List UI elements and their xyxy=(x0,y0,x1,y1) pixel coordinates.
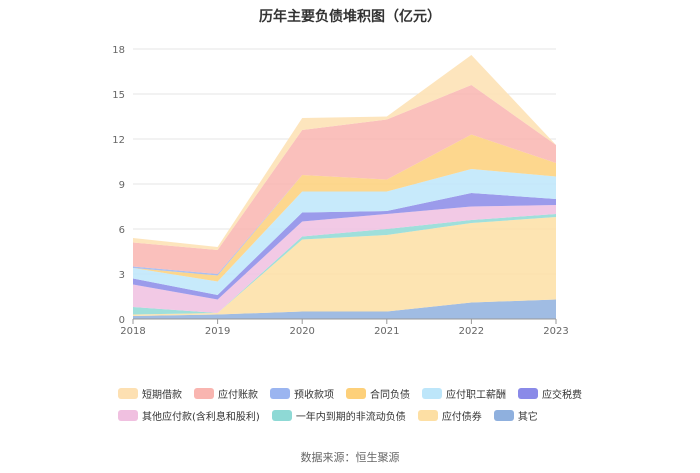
data-source: 数据来源：恒生聚源 xyxy=(300,451,400,464)
legend-item[interactable]: 其它 xyxy=(493,408,538,423)
legend-swatch xyxy=(194,388,214,399)
legend-item[interactable]: 短期借款 xyxy=(118,386,182,401)
stacked-area-chart: 0 3 6 9 12 15 18 2018 2019 2020 2021 2022 2023 xyxy=(112,45,568,337)
y-tick-label: 12 xyxy=(112,135,125,146)
legend-item[interactable]: 应付职工薪酬 xyxy=(422,386,506,401)
legend-item[interactable]: 应付债券 xyxy=(417,408,482,423)
x-tick-label: 2020 xyxy=(289,326,314,337)
area-series-0 xyxy=(133,299,556,319)
legend-label: 其他应付款(含利息和股利) xyxy=(142,412,260,423)
y-tick-label: 3 xyxy=(119,270,125,281)
x-tick-label: 2018 xyxy=(120,326,145,337)
legend-label: 其它 xyxy=(517,412,538,423)
legend-item[interactable]: 应付账款 xyxy=(194,386,258,401)
legend-label: 应付职工薪酬 xyxy=(446,390,506,401)
legend-label: 短期借款 xyxy=(142,390,182,401)
legend-label: 一年内到期的非流动负债 xyxy=(295,412,406,423)
y-tick-label: 6 xyxy=(119,225,125,236)
area-series-6 xyxy=(133,134,556,282)
x-tick-label: 2019 xyxy=(205,326,230,337)
x-tick-label: 2021 xyxy=(374,326,399,337)
legend-label: 合同负债 xyxy=(370,390,410,401)
area-series-2 xyxy=(133,214,556,315)
legend-swatch xyxy=(271,410,292,421)
legend-swatch xyxy=(493,410,514,421)
legend-item[interactable]: 应交税费 xyxy=(518,386,582,401)
y-tick-label: 18 xyxy=(112,45,125,56)
x-tick-label: 2022 xyxy=(459,326,484,337)
legend-swatch xyxy=(417,410,438,421)
chart-legend: 短期借款 应付账款 预收款项 合同负债 应付职工薪酬 应交税费其他应付款(含利息和股利) 一… xyxy=(118,386,598,423)
legend-item[interactable]: 合同负债 xyxy=(346,386,410,401)
area-series-4 xyxy=(133,193,556,300)
legend-swatch xyxy=(518,388,538,399)
area-series-3 xyxy=(133,205,556,313)
area-series-5 xyxy=(133,169,556,295)
legend-item[interactable]: 一年内到期的非流动负债 xyxy=(271,408,406,423)
legend-swatch xyxy=(118,410,138,421)
legend-label: 应付账款 xyxy=(218,390,258,401)
legend-swatch xyxy=(422,388,442,399)
legend-label: 应交税费 xyxy=(542,390,582,401)
legend-swatch xyxy=(270,388,290,399)
area-series-8 xyxy=(133,85,556,274)
chart-title: 历年主要负债堆积图（亿元） xyxy=(259,9,441,25)
x-tick-label: 2023 xyxy=(543,326,568,337)
legend-item[interactable]: 其他应付款(含利息和股利) xyxy=(118,408,260,423)
legend-item[interactable]: 预收款项 xyxy=(270,386,334,401)
legend-swatch xyxy=(118,388,138,399)
y-tick-label: 9 xyxy=(119,180,125,191)
area-series-1 xyxy=(133,217,556,316)
legend-swatch xyxy=(346,388,366,399)
legend-label: 应付债券 xyxy=(441,412,482,423)
y-tick-label: 15 xyxy=(112,90,125,101)
y-tick-label: 0 xyxy=(119,315,125,326)
legend-label: 预收款项 xyxy=(294,390,334,401)
